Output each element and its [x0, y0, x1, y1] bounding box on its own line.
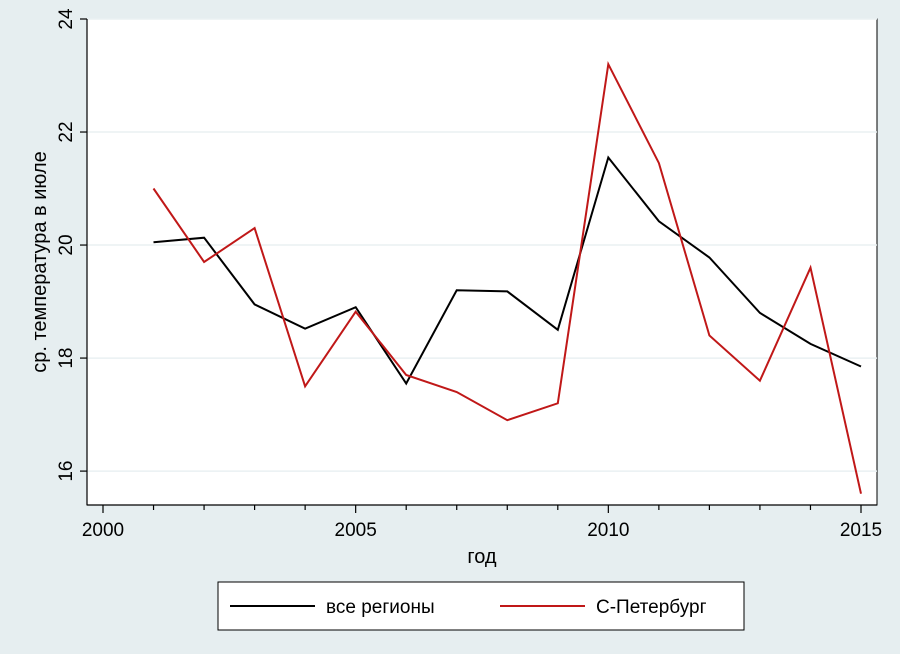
- y-tick-label: 16: [56, 461, 77, 482]
- tick-labels: 16 18 20 22 24 2000 2005 2010 2015: [56, 8, 882, 541]
- plot-area: [86, 18, 878, 506]
- legend: все регионы С-Петербург: [217, 581, 745, 631]
- x-axis-title: год: [467, 546, 497, 568]
- series-lines: [152, 60, 862, 494]
- ticks: [80, 18, 862, 513]
- series-line-all-regions: [153, 155, 862, 386]
- x-tick-label: 2000: [82, 520, 124, 541]
- legend-label-st-petersburg: С-Петербург: [596, 597, 707, 618]
- axes: [86, 19, 877, 506]
- y-tick-label: 24: [56, 8, 77, 30]
- y-tick-label: 22: [56, 121, 77, 142]
- y-tick-label: 18: [56, 347, 77, 368]
- x-tick-label: 2015: [840, 520, 882, 541]
- x-tick-label: 2005: [335, 520, 377, 541]
- x-tick-label: 2010: [587, 520, 629, 541]
- grid: [87, 18, 877, 472]
- legend-label-all-regions: все регионы: [326, 597, 435, 618]
- y-tick-label: 20: [56, 234, 77, 255]
- series-line-st-petersburg: [152, 60, 862, 494]
- y-axis-title: ср. температура в июле: [29, 151, 51, 372]
